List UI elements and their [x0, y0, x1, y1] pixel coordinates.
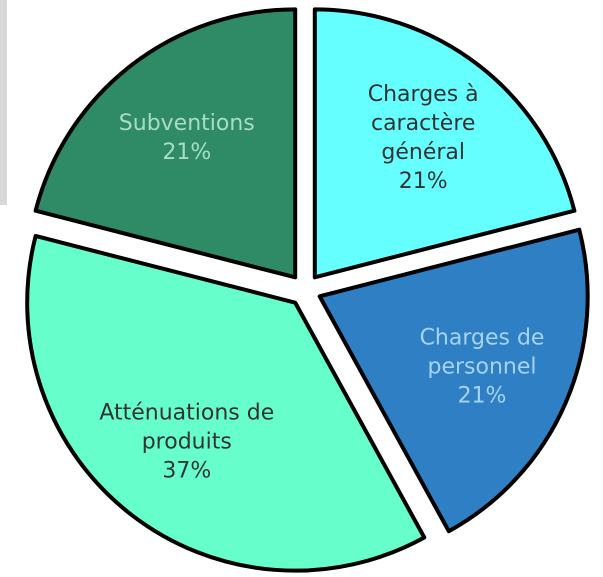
pie-slice — [312, 7, 577, 280]
slice-label: Subventions 21% — [112, 109, 262, 167]
value-label: 37% — [162, 458, 212, 484]
value-label: 21% — [398, 168, 448, 194]
slice-label: Charges de personnel 21% — [407, 323, 557, 410]
edge-strip — [0, 0, 7, 205]
value-label: 21% — [457, 383, 507, 409]
pie-slice — [317, 227, 590, 534]
pie-slice — [25, 233, 427, 573]
slice-label: Atténuations de produits 37% — [87, 399, 287, 486]
pie-slice — [33, 7, 298, 280]
category-label: Charges de personnel — [419, 325, 545, 380]
slice-label: Charges à caractère général 21% — [348, 80, 498, 196]
category-label: Subventions — [118, 110, 255, 136]
category-label: Charges à caractère général — [367, 81, 479, 165]
category-label: Atténuations de produits — [99, 400, 275, 455]
value-label: 21% — [162, 139, 212, 165]
